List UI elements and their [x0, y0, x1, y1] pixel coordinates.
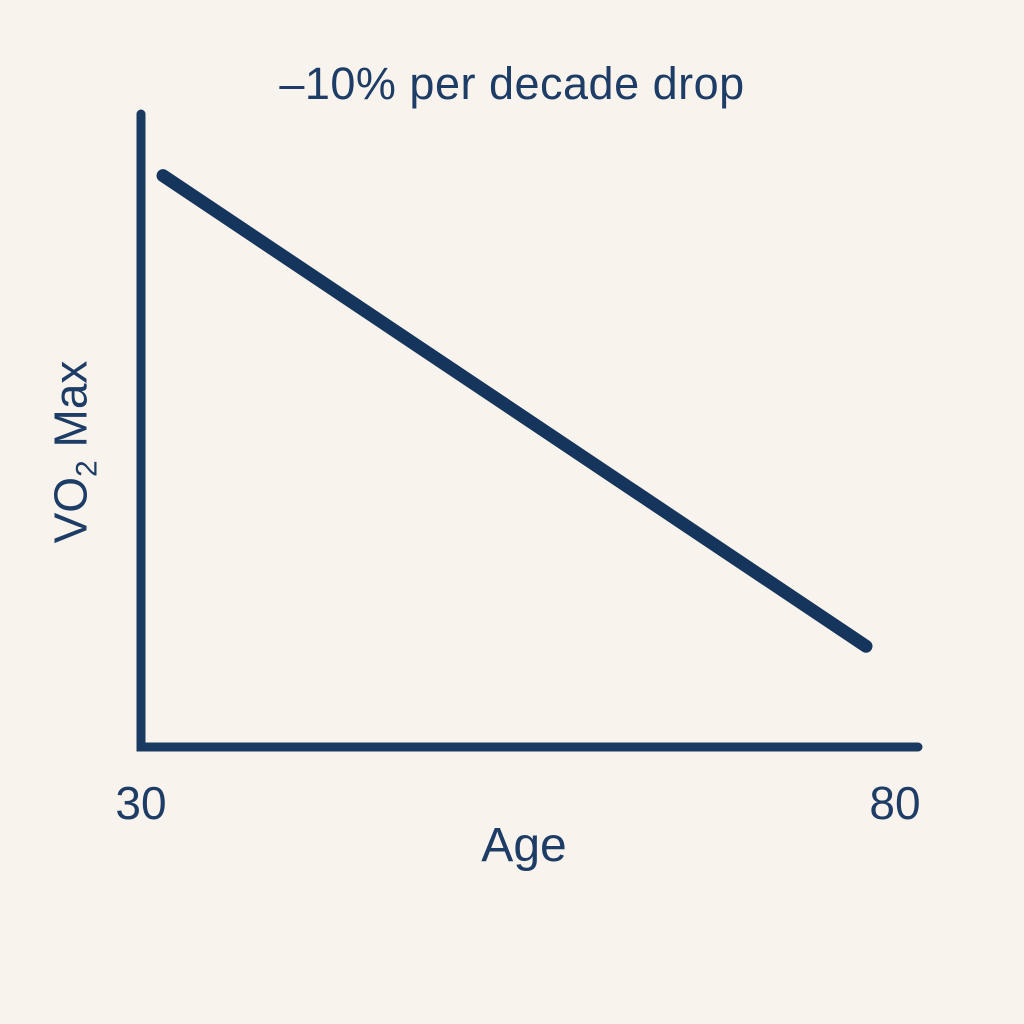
x-axis-label: Age	[481, 819, 567, 872]
chart-title: –10% per decade drop	[279, 58, 745, 109]
xy-axes	[136, 109, 923, 752]
y-axis-label-prefix: VO	[44, 476, 97, 544]
y-axis-label-subscript: 2	[70, 460, 104, 477]
x-tick-30: 30	[115, 777, 167, 829]
y-axis-label: VO2 Max	[44, 361, 105, 544]
y-axis-label-suffix: Max	[44, 360, 97, 461]
decline-line	[156, 169, 873, 653]
x-tick-80: 80	[869, 777, 921, 829]
